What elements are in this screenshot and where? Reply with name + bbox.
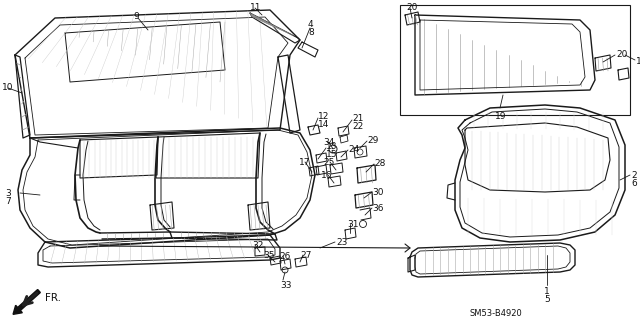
Text: 12: 12 [318,112,330,121]
Text: 15: 15 [326,150,337,159]
Text: 16: 16 [321,171,333,180]
Text: 24: 24 [348,145,359,154]
Text: 3: 3 [5,189,11,198]
Text: 11: 11 [250,3,262,12]
Text: 5: 5 [544,295,550,304]
FancyArrow shape [13,290,40,314]
Text: SM53-B4920: SM53-B4920 [470,309,523,318]
Text: 32: 32 [252,241,264,250]
Text: 29: 29 [367,136,378,145]
Text: 6: 6 [631,179,637,188]
Text: 10: 10 [2,83,13,92]
Text: 33: 33 [280,281,291,290]
Text: 8: 8 [308,28,314,37]
Bar [400,5,630,115]
Text: 26: 26 [279,252,291,261]
Text: 14: 14 [318,120,330,129]
Text: 9: 9 [133,12,139,21]
Text: 22: 22 [352,122,364,131]
Text: 34: 34 [323,138,334,147]
Text: 13: 13 [326,142,337,151]
Text: 7: 7 [5,197,11,206]
Text: 17: 17 [299,158,310,167]
Text: 19: 19 [495,112,506,121]
Text: 25: 25 [323,158,334,167]
Text: 20: 20 [406,3,417,12]
Text: 18: 18 [636,57,640,66]
Text: 28: 28 [374,159,385,168]
Text: 36: 36 [372,204,383,213]
Text: 31: 31 [347,220,358,229]
Text: FR.: FR. [45,293,61,303]
Text: 27: 27 [300,251,312,260]
Text: 35: 35 [263,251,275,260]
Text: 2: 2 [631,171,637,180]
Text: 21: 21 [352,114,364,123]
Text: 30: 30 [372,188,383,197]
Text: 4: 4 [308,20,314,29]
Text: 1: 1 [544,287,550,296]
Text: 20: 20 [616,50,627,59]
Text: 23: 23 [336,238,348,247]
